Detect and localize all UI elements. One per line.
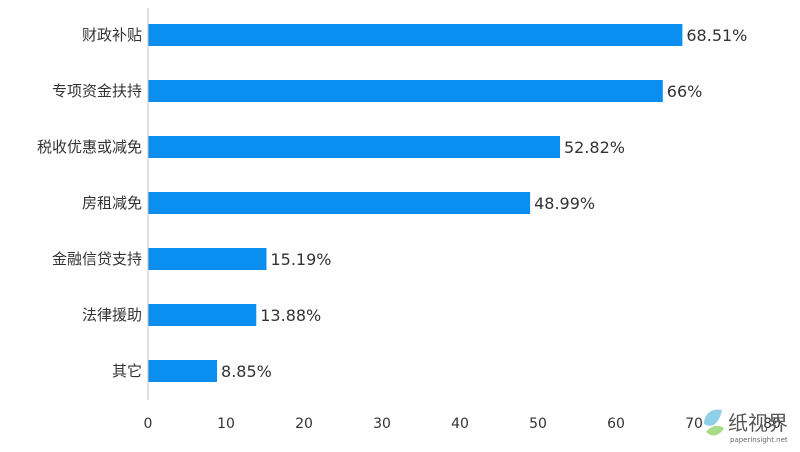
value-label-5: 13.88% — [260, 306, 321, 325]
value-label-3: 48.99% — [534, 194, 595, 213]
category-label-5: 法律援助 — [82, 306, 142, 324]
bar-1 — [148, 80, 663, 102]
x-tick-label-3: 30 — [373, 416, 391, 432]
x-tick-label-0: 0 — [144, 416, 153, 432]
bar-5 — [148, 304, 257, 326]
value-label-4: 15.19% — [270, 250, 331, 269]
x-tick-label-6: 60 — [607, 416, 625, 432]
bar-0 — [148, 24, 683, 46]
value-label-6: 8.85% — [221, 362, 272, 381]
x-tick-label-7: 70 — [685, 416, 703, 432]
category-label-4: 金融信贷支持 — [52, 250, 142, 268]
bar-6 — [148, 360, 218, 382]
category-label-0: 财政补贴 — [82, 26, 142, 44]
bars-group — [148, 24, 683, 382]
bar-3 — [148, 192, 531, 214]
category-label-1: 专项资金扶持 — [52, 82, 142, 100]
bar-4 — [148, 248, 267, 270]
watermark-logo: 纸视界 paperinsight.net — [698, 402, 794, 446]
category-label-2: 税收优惠或减免 — [37, 138, 142, 156]
leaf-icon — [704, 409, 722, 426]
leaf-icon-2 — [706, 425, 724, 436]
x-tick-label-1: 10 — [217, 416, 235, 432]
x-tick-label-4: 40 — [451, 416, 469, 432]
category-label-3: 房租减免 — [82, 194, 142, 212]
value-label-2: 52.82% — [564, 138, 625, 157]
x-axis-ticks: 0 10 20 30 40 50 60 70 80 — [144, 416, 781, 432]
watermark-url: paperinsight.net — [730, 436, 788, 444]
x-tick-label-2: 20 — [295, 416, 313, 432]
value-label-0: 68.51% — [686, 26, 747, 45]
watermark-text: 纸视界 — [728, 411, 788, 435]
category-label-6: 其它 — [112, 362, 142, 380]
bar-2 — [148, 136, 560, 158]
x-tick-label-8: 80 — [763, 416, 781, 432]
x-tick-label-5: 50 — [529, 416, 547, 432]
value-labels: 68.51% 66% 52.82% 48.99% 15.19% 13.88% 8.85% — [221, 26, 747, 381]
value-label-1: 66% — [667, 82, 703, 101]
